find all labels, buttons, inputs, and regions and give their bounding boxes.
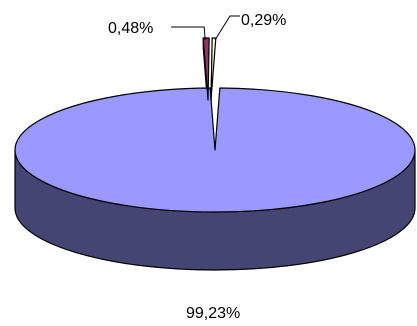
- pie-slice-0: [14, 87, 416, 213]
- slice-label-small-1: 0,48%: [108, 20, 153, 37]
- leader-lines: [171, 15, 240, 41]
- leader-line-1: [171, 26, 206, 41]
- leader-line-2: [214, 15, 240, 41]
- pie-tops: [14, 37, 416, 213]
- pie-slice-2: [210, 37, 217, 101]
- slice-label-small-2: 0,29%: [241, 12, 286, 29]
- slice-label-main: 99,23%: [186, 305, 240, 322]
- pie-slice-1: [202, 37, 210, 101]
